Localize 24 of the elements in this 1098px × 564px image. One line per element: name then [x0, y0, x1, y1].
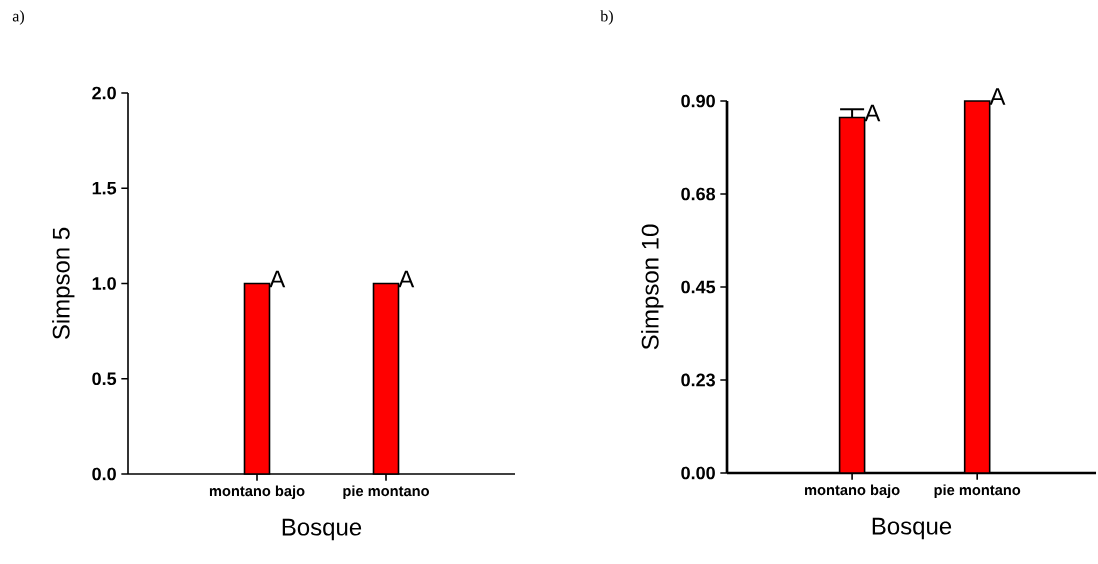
y-axis-title: Simpson 10	[641, 224, 664, 350]
y-tick-label: 0.90	[681, 94, 715, 108]
y-tick-label: 2.0	[92, 86, 116, 100]
y-tick-label: 0.68	[681, 187, 716, 201]
y-tick-label: 0.00	[681, 466, 715, 480]
x-axis-title: Bosque	[282, 518, 362, 541]
chart-title: b)	[600, 10, 613, 25]
y-tick-label: 0.0	[92, 467, 116, 481]
x-tick-label: montano bajo	[209, 485, 305, 500]
y-tick-label: 0.23	[681, 373, 715, 387]
y-tick-label: 1.5	[92, 181, 117, 195]
annotation: A	[864, 104, 881, 122]
chart-title: a)	[12, 10, 24, 25]
annotation: A	[989, 88, 1006, 105]
annotation: A	[398, 270, 415, 288]
x-tick-label: pie montano	[934, 484, 1021, 499]
y-tick-label: 0.45	[681, 280, 716, 294]
x-tick-label: pie montano	[343, 485, 430, 500]
x-tick-label: montano bajo	[804, 484, 900, 499]
y-tick-label: 0.5	[92, 372, 117, 386]
y-tick-label: 1.0	[92, 277, 116, 290]
x-axis-title: Bosque	[872, 517, 952, 540]
y-axis-title: Simpson 5	[52, 227, 75, 340]
annotation: A	[269, 270, 286, 288]
